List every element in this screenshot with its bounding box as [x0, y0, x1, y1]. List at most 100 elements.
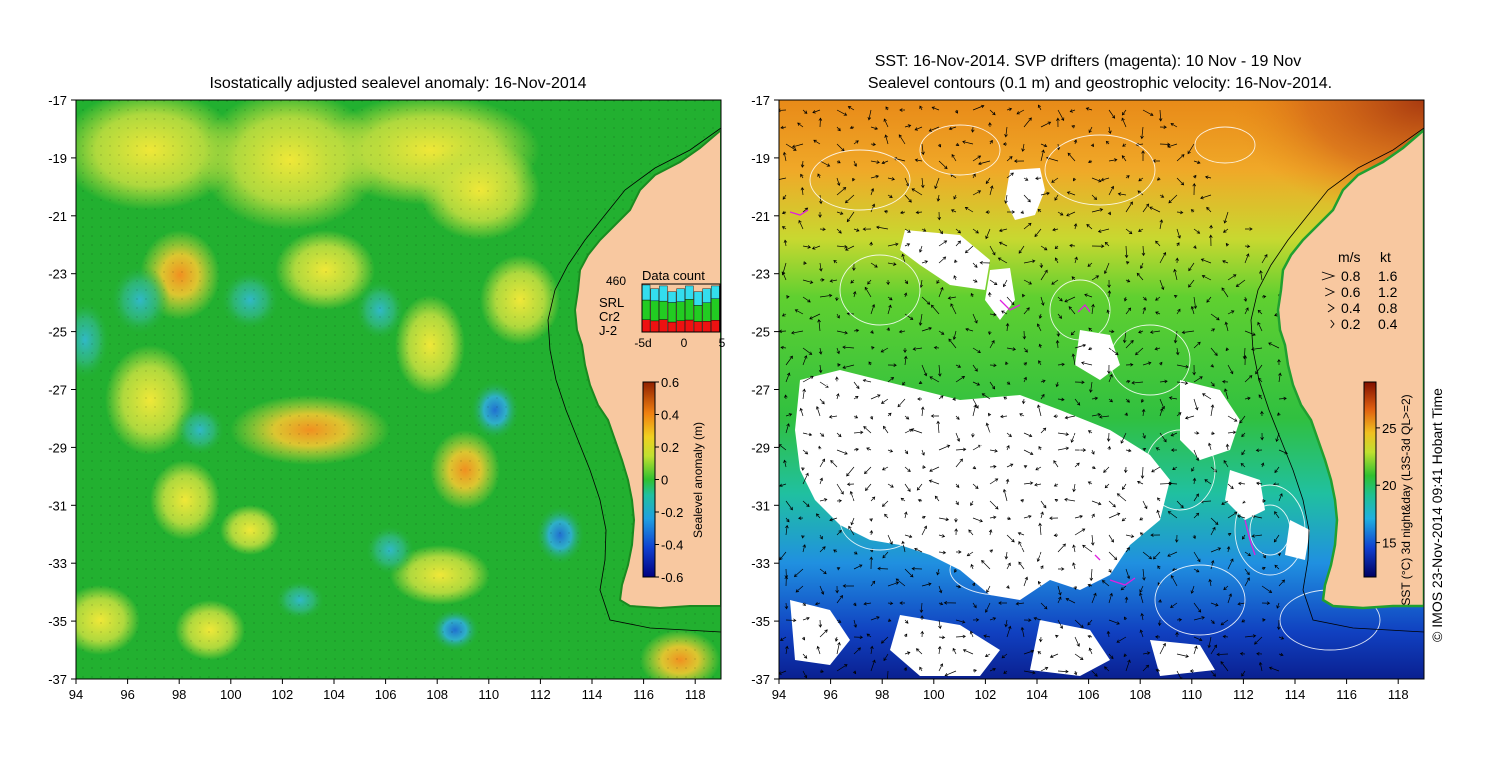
- velocity-arrow: [972, 483, 979, 489]
- velocity-arrow: [864, 466, 872, 475]
- velocity-arrow: [870, 303, 876, 315]
- velocity-arrow: [938, 395, 944, 400]
- velocity-arrow: [1225, 347, 1229, 352]
- velocity-arrow: [828, 415, 838, 419]
- velocity-arrow: [904, 279, 909, 285]
- velocity-arrow: [1176, 617, 1183, 622]
- velocity-arrow: [1170, 432, 1178, 437]
- velocity-legend-kt: 0.8: [1378, 300, 1398, 316]
- velocity-arrow: [1034, 228, 1042, 238]
- velocity-arrow: [870, 580, 876, 587]
- left-map-y-tick-label: -21: [48, 209, 67, 224]
- velocity-arrow: [1056, 330, 1061, 337]
- velocity-arrow: [1023, 117, 1032, 128]
- velocity-arrow: [918, 380, 923, 384]
- velocity-arrow: [1108, 551, 1118, 561]
- data-count-bar-j2: [685, 319, 694, 333]
- velocity-arrow: [1238, 481, 1246, 486]
- sealevel-colorbar: 0.6 0.4 0.2 0 -0.2 -0.4 -0.6 Sealevel anomaly …: [642, 375, 705, 585]
- velocity-arrow: [1170, 574, 1178, 587]
- velocity-arrow: [1168, 396, 1178, 400]
- velocity-arrow: [1193, 431, 1200, 435]
- velocity-arrow: [938, 228, 944, 235]
- velocity-arrow: [972, 381, 981, 386]
- velocity-arrow: [798, 219, 804, 230]
- velocity-arrow: [1091, 208, 1104, 213]
- velocity-arrow: [1210, 381, 1215, 387]
- velocity-arrow: [972, 517, 983, 523]
- velocity-arrow: [915, 210, 923, 215]
- velocity-arrow: [1256, 652, 1263, 656]
- right-map-x-tick-label: 100: [923, 687, 945, 702]
- velocity-arrow: [928, 479, 940, 485]
- velocity-arrow: [1120, 585, 1127, 591]
- velocity-arrow: [969, 630, 974, 638]
- velocity-arrow: [917, 397, 923, 401]
- velocity-arrow: [799, 407, 804, 417]
- velocity-arrow: [1006, 516, 1012, 521]
- velocity-arrow: [1193, 228, 1201, 234]
- velocity-arrow: [1057, 109, 1065, 122]
- velocity-arrow: [853, 228, 860, 232]
- velocity-arrow: [1216, 652, 1229, 657]
- velocity-arrow: [1073, 585, 1077, 590]
- left-map-y-tick-label: -19: [48, 151, 67, 166]
- velocity-arrow: [983, 634, 991, 638]
- left-map-y-tick-label: -27: [48, 383, 67, 398]
- velocity-arrow: [1002, 488, 1008, 502]
- velocity-arrow: [887, 363, 897, 367]
- velocity-arrow: [970, 500, 974, 507]
- velocity-arrow: [802, 245, 812, 249]
- velocity-arrow: [1193, 568, 1200, 573]
- velocity-arrow: [785, 645, 789, 655]
- velocity-arrow: [1193, 398, 1199, 411]
- velocity-arrow: [1204, 175, 1212, 180]
- velocity-arrow: [779, 177, 787, 180]
- velocity-arrow: [920, 615, 924, 621]
- data-count-inset: Data count 460 SRL Cr2 J-2 -5d 0 5: [599, 268, 726, 350]
- velocity-arrow: [1035, 176, 1042, 181]
- sst-colorbar-label: SST (°C) 3d night&day (L3S-3d QL>=2): [1399, 394, 1413, 605]
- velocity-arrow: [1023, 307, 1030, 315]
- velocity-arrow: [1136, 480, 1144, 485]
- velocity-arrow: [1261, 499, 1266, 503]
- australia-landmass: [573, 128, 721, 610]
- velocity-arrow: [815, 513, 821, 519]
- velocity-arrow: [989, 363, 997, 368]
- velocity-arrow: [887, 242, 899, 247]
- velocity-arrow: [1064, 296, 1076, 303]
- velocity-arrow: [884, 513, 889, 519]
- velocity-arrow: [836, 432, 842, 438]
- velocity-arrow: [1209, 224, 1213, 230]
- velocity-arrow: [952, 330, 957, 340]
- velocity-arrow: [802, 296, 811, 303]
- right-map-x-tick-label: 112: [1233, 687, 1254, 702]
- right-map-y-tick-label: -33: [751, 556, 770, 571]
- velocity-arrow: [1260, 462, 1265, 468]
- right-map-y-tick-label: -17: [751, 93, 770, 108]
- velocity-arrow: [903, 667, 908, 672]
- velocity-arrow: [836, 347, 840, 355]
- velocity-arrow: [836, 126, 841, 132]
- velocity-arrow: [1005, 361, 1009, 366]
- velocity-arrow: [1057, 432, 1070, 436]
- velocity-arrow: [1072, 562, 1076, 570]
- velocity-arrow: [1039, 262, 1044, 269]
- velocity-arrow: [998, 241, 1008, 247]
- velocity-arrow: [1192, 534, 1197, 540]
- velocity-arrow: [938, 601, 944, 606]
- velocity-arrow: [1065, 598, 1076, 604]
- velocity-arrow: [1108, 109, 1116, 119]
- data-count-bar-srl: [711, 285, 720, 299]
- velocity-arrow: [1244, 330, 1256, 336]
- velocity-arrow: [955, 500, 959, 506]
- velocity-arrow: [1241, 619, 1246, 623]
- velocity-arrow: [783, 239, 788, 247]
- velocity-arrow: [904, 194, 912, 203]
- velocity-arrow: [1176, 412, 1182, 417]
- velocity-arrow: [887, 601, 894, 606]
- velocity-arrow: [836, 499, 843, 503]
- velocity-arrow: [989, 109, 996, 116]
- velocity-arrow: [836, 245, 848, 249]
- velocity-arrow: [1108, 592, 1113, 604]
